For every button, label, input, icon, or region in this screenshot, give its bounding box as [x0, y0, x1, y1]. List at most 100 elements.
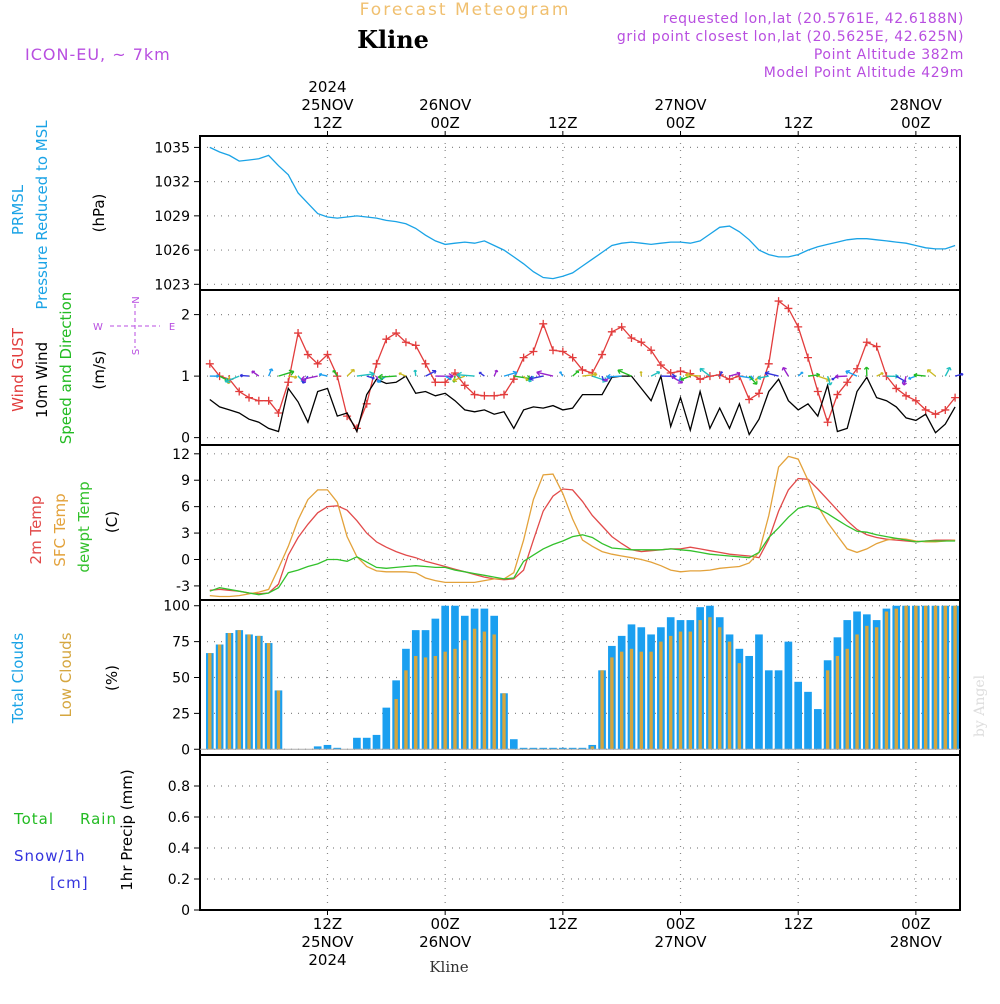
wind-direction-arrow	[378, 376, 396, 377]
low-cloud-bar	[502, 693, 505, 749]
precip-rain-label: Rain	[80, 810, 117, 828]
low-cloud-bar	[679, 632, 682, 750]
low-cloud-bar	[620, 652, 623, 750]
gust-marker	[539, 320, 547, 328]
panel-precipitation: 00.20.40.60.8	[168, 755, 960, 919]
gust-marker	[873, 343, 881, 351]
precip-cm-label: [cm]	[50, 874, 89, 892]
gust-marker	[608, 328, 616, 336]
temp-unit: (C)	[103, 511, 121, 533]
series-line-prmsl	[210, 147, 955, 278]
panel-frame	[200, 445, 960, 600]
gust-marker	[804, 354, 812, 362]
total-cloud-bar	[775, 670, 783, 749]
top-time-label: 2024	[308, 78, 346, 96]
bottom-time-label: 00Z	[901, 915, 930, 933]
low-cloud-bar	[924, 606, 927, 750]
low-cloud-bar	[669, 636, 672, 749]
low-cloud-bar	[944, 606, 947, 750]
total-cloud-bar	[804, 692, 812, 749]
ytick-label: 0.4	[168, 841, 190, 857]
low-cloud-bar	[865, 626, 868, 749]
top-time-label: 27NOV	[654, 96, 707, 114]
low-cloud-bar	[895, 609, 898, 750]
gust-marker	[814, 387, 822, 395]
total-cloud-bar	[353, 738, 361, 749]
ytick-label: 1035	[154, 140, 190, 156]
ytick-label: 0.8	[168, 779, 190, 795]
low-cloud-bar	[424, 657, 427, 749]
gridpoint-coordinates: grid point closest lon,lat (20.5625E, 42…	[617, 29, 964, 45]
low-cloud-bar	[875, 627, 878, 749]
ytick-label: 0.2	[168, 872, 190, 888]
top-time-label: 12Z	[313, 114, 342, 132]
low-cloud-bar	[698, 620, 701, 749]
low-cloud-bar	[473, 629, 476, 750]
compass-e: E	[169, 322, 175, 333]
wind-gust-label: Wind GUST	[9, 327, 27, 412]
gust-marker	[422, 360, 430, 368]
low-cloud-bar	[404, 670, 407, 749]
gust-marker	[500, 391, 508, 399]
gust-marker	[480, 392, 488, 400]
low-cloud-bar	[659, 642, 662, 750]
low-cloud-bar	[846, 649, 849, 749]
total-cloud-bar	[794, 682, 802, 749]
gust-marker	[412, 341, 420, 349]
panel-frame	[200, 755, 960, 910]
header-title: Forecast Meteogram	[360, 0, 571, 20]
ytick-label: 6	[181, 500, 190, 516]
low-cloud-bar	[914, 606, 917, 750]
clouds-unit: (%)	[103, 665, 121, 691]
low-cloud-bar	[738, 663, 741, 749]
gust-marker	[824, 418, 832, 426]
panel-wind: 012	[181, 290, 963, 447]
ytick-label: 0.6	[168, 810, 190, 826]
low-cloud-bar	[689, 632, 692, 750]
low-cloud-bar	[640, 652, 643, 750]
wind-direction-arrow	[928, 370, 936, 376]
low-cloud-bar	[885, 611, 888, 749]
compass-s: S	[131, 349, 142, 355]
low-cloud-bar	[708, 617, 711, 749]
gust-marker	[255, 397, 263, 405]
wind-10m-label: 10m Wind	[33, 342, 51, 418]
gust-marker	[863, 338, 871, 346]
total-cloud-bar	[373, 735, 381, 749]
low-cloud-bar	[836, 656, 839, 749]
wind-direction-arrow	[700, 369, 710, 377]
temp-dewpt-label: dewpt Temp	[75, 481, 93, 572]
total-cloud-bar	[765, 670, 773, 749]
compass-rose: N S W E	[93, 296, 175, 355]
total-cloud-bar	[510, 739, 518, 749]
ytick-label: 1023	[154, 277, 190, 293]
bottom-time-label: 12Z	[784, 915, 813, 933]
ytick-label: 100	[163, 599, 190, 615]
series-line-10m-wind	[210, 376, 955, 434]
gust-marker	[520, 354, 528, 362]
low-cloud-bar	[826, 670, 829, 749]
top-time-label: 12Z	[784, 114, 813, 132]
pressure-label-2: Pressure Reduced to MSL	[33, 120, 51, 310]
low-cloud-bar	[463, 640, 466, 749]
series-line-wind-gust	[210, 301, 955, 428]
ytick-label: 0	[181, 431, 190, 447]
low-cloud-bar	[649, 652, 652, 750]
ytick-label: 1032	[154, 175, 190, 191]
gust-marker	[382, 335, 390, 343]
series-line-sfc-temp	[210, 456, 955, 596]
precip-unit: 1hr Precip (mm)	[118, 769, 136, 890]
total-cloud-bar	[814, 709, 822, 749]
low-cloud-bar	[414, 656, 417, 749]
model-altitude: Model Point Altitude 429m	[764, 65, 964, 81]
ytick-label: 2	[181, 308, 190, 324]
gust-marker	[794, 323, 802, 331]
total-cloud-bar	[382, 708, 390, 750]
ytick-label: 0	[181, 742, 190, 758]
low-cloud-bar	[718, 627, 721, 749]
bottom-time-label: 12Z	[313, 915, 342, 933]
